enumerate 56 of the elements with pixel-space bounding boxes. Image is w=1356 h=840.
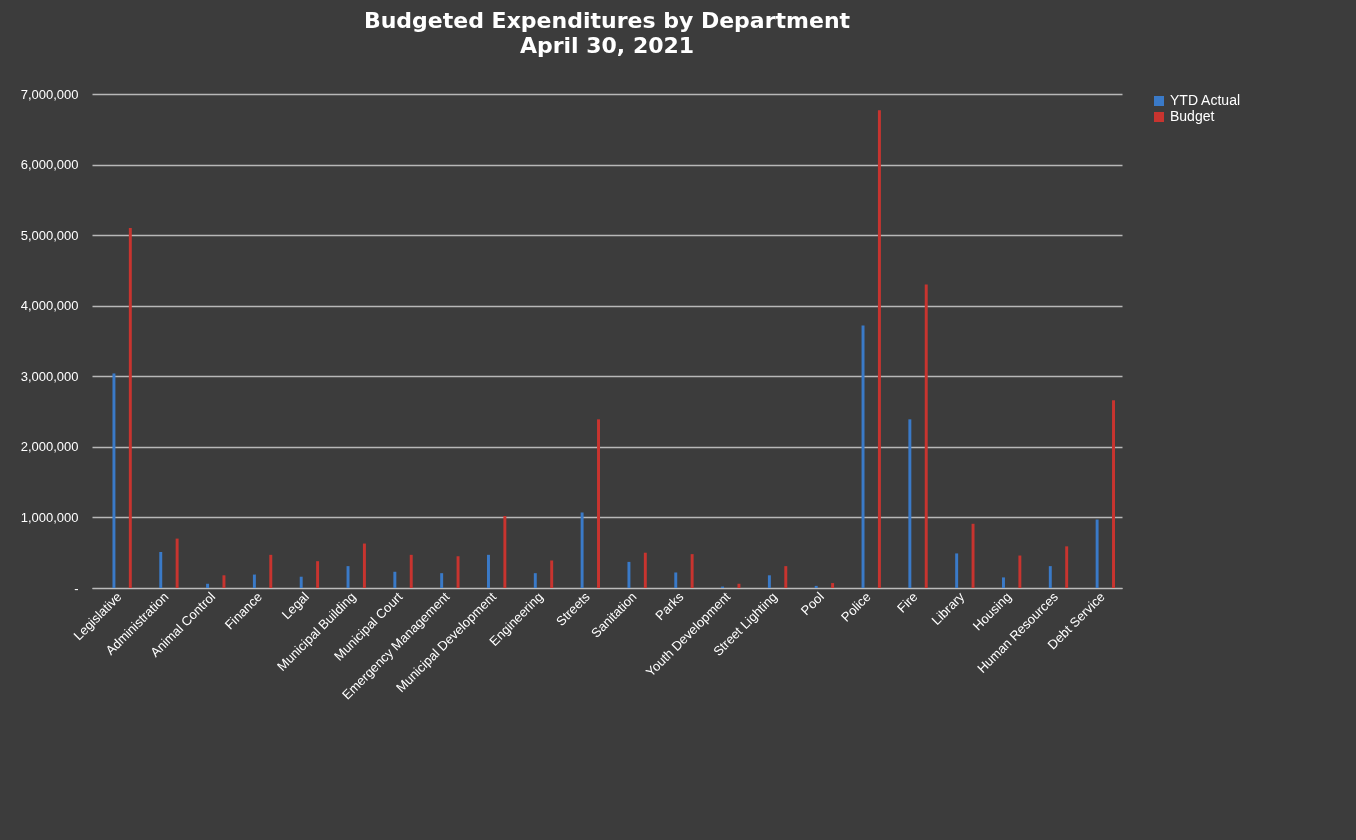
bar bbox=[175, 538, 179, 588]
bar bbox=[1048, 566, 1052, 588]
bar bbox=[159, 552, 163, 588]
bar bbox=[128, 228, 132, 588]
bar bbox=[1095, 519, 1099, 588]
bar bbox=[362, 543, 366, 588]
bar bbox=[877, 110, 881, 588]
bar bbox=[643, 552, 647, 588]
bar bbox=[690, 554, 694, 588]
y-tick-label: 1,000,000 bbox=[20, 509, 79, 525]
bar bbox=[487, 554, 490, 588]
bar bbox=[269, 554, 273, 588]
bar bbox=[222, 575, 226, 588]
y-tick-label: 6,000,000 bbox=[20, 157, 79, 173]
y-tick-label: 4,000,000 bbox=[20, 298, 79, 314]
bar bbox=[1018, 555, 1022, 588]
bar bbox=[550, 560, 554, 588]
y-tick-label: 2,000,000 bbox=[20, 439, 79, 455]
bar bbox=[1065, 546, 1069, 588]
bar bbox=[767, 575, 771, 588]
bar bbox=[206, 583, 210, 588]
bar bbox=[393, 571, 397, 588]
bar bbox=[955, 553, 959, 588]
bar bbox=[316, 561, 320, 588]
legend-label: YTD Actual bbox=[1170, 92, 1241, 108]
y-tick-label: 5,000,000 bbox=[20, 227, 79, 243]
chart-title: Budgeted Expenditures by Department bbox=[363, 8, 851, 33]
chart-subtitle: April 30, 2021 bbox=[519, 33, 695, 58]
bar bbox=[346, 566, 350, 588]
bar bbox=[908, 419, 912, 588]
bar bbox=[440, 573, 444, 588]
bar bbox=[533, 573, 537, 588]
bar bbox=[252, 574, 256, 588]
y-tick-label: 7,000,000 bbox=[20, 86, 79, 102]
bar bbox=[627, 561, 631, 588]
bar bbox=[924, 284, 928, 588]
bar bbox=[112, 373, 116, 588]
bar bbox=[971, 523, 975, 588]
bar bbox=[409, 554, 413, 588]
bar bbox=[737, 583, 741, 588]
bar bbox=[831, 583, 835, 588]
bar bbox=[674, 572, 678, 588]
bar bbox=[299, 576, 303, 588]
bar bbox=[597, 419, 600, 588]
bar bbox=[1002, 577, 1005, 588]
bar bbox=[503, 516, 507, 588]
bar bbox=[580, 512, 584, 588]
x-tick-label: Fire bbox=[894, 589, 921, 616]
bar bbox=[1112, 400, 1115, 588]
legend-label: Budget bbox=[1170, 108, 1215, 124]
bar bbox=[814, 585, 818, 588]
bar bbox=[861, 325, 865, 588]
y-tick-label: 3,000,000 bbox=[20, 368, 79, 384]
y-tick-label: - bbox=[74, 580, 79, 596]
bar bbox=[456, 556, 460, 588]
bar bbox=[784, 566, 788, 588]
